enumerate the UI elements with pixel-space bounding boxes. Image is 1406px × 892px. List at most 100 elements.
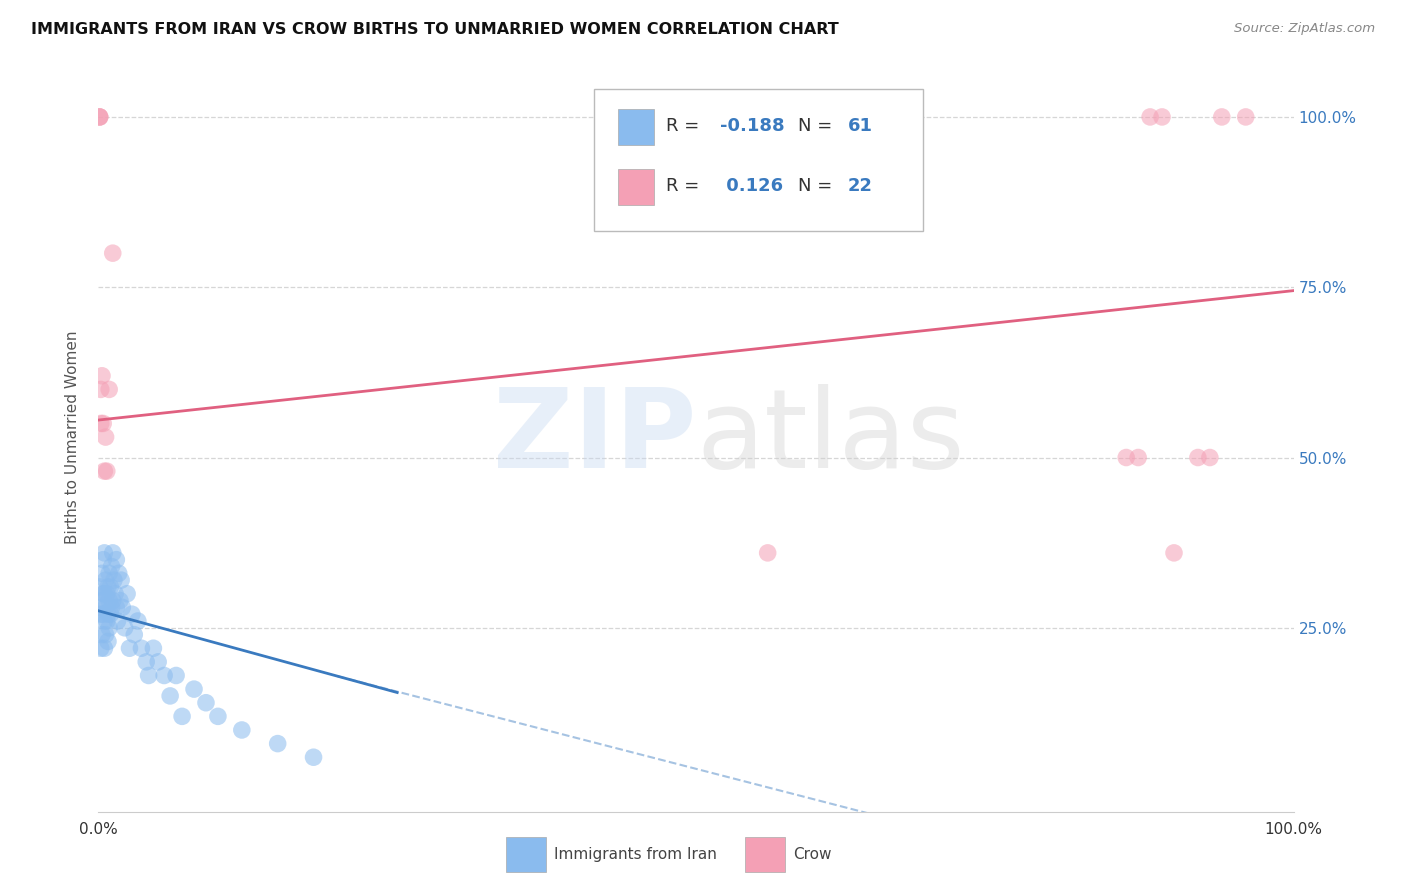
Point (101, 593, 124, 607)
Point (138, 668, 160, 682)
Point (90, 417, 112, 431)
Point (1234, 110, 1257, 124)
Text: ZIP: ZIP (492, 384, 696, 491)
Point (89, 110, 111, 124)
Point (135, 655, 157, 669)
Text: 0.126: 0.126 (720, 178, 783, 195)
Point (756, 546, 779, 560)
Text: N =: N = (797, 178, 838, 195)
Point (89, 110, 111, 124)
Point (93, 641, 115, 656)
Bar (619, 169, 654, 205)
Point (89, 600, 111, 615)
Point (91, 607, 114, 622)
Text: R =: R = (666, 117, 704, 135)
Text: 22: 22 (848, 178, 873, 195)
Point (231, 723, 253, 737)
Point (94, 430, 117, 444)
Text: atlas: atlas (696, 384, 965, 491)
Text: N =: N = (797, 117, 838, 135)
Point (96, 587, 118, 601)
Point (131, 641, 153, 656)
Point (207, 709, 229, 723)
Point (1211, 110, 1233, 124)
Point (98, 621, 121, 635)
Point (98, 580, 122, 594)
Point (1152, 110, 1174, 124)
Point (153, 668, 176, 682)
Point (1128, 450, 1150, 465)
Text: Immigrants from Iran: Immigrants from Iran (554, 847, 717, 862)
Point (101, 246, 124, 260)
Point (114, 621, 136, 635)
Point (97, 634, 120, 648)
Point (159, 689, 181, 703)
Point (105, 600, 128, 615)
Point (118, 641, 141, 656)
Point (107, 614, 129, 628)
Bar (619, 109, 654, 145)
Point (90, 607, 112, 622)
Point (107, 566, 129, 581)
Point (302, 750, 325, 764)
Point (104, 587, 127, 601)
Point (1199, 450, 1222, 465)
Point (93, 464, 115, 478)
FancyBboxPatch shape (595, 88, 922, 231)
Point (121, 607, 143, 622)
Text: R =: R = (666, 178, 704, 195)
Point (108, 593, 131, 607)
Point (91, 368, 114, 383)
Point (1163, 546, 1185, 560)
Point (195, 696, 218, 710)
Point (267, 737, 290, 751)
Point (98, 593, 121, 607)
Point (127, 614, 149, 628)
Point (111, 600, 134, 615)
Point (91, 593, 114, 607)
Point (97, 607, 120, 622)
Point (142, 641, 165, 656)
Text: Source: ZipAtlas.com: Source: ZipAtlas.com (1234, 22, 1375, 36)
Point (101, 546, 124, 560)
Text: 61: 61 (848, 117, 873, 135)
Point (91, 587, 114, 601)
Point (165, 668, 187, 682)
Point (100, 559, 122, 574)
Point (89, 110, 111, 124)
Point (98, 607, 122, 622)
Point (94, 573, 117, 587)
Point (96, 464, 118, 478)
Point (124, 627, 146, 641)
Point (93, 587, 115, 601)
Point (183, 682, 205, 697)
Point (172, 709, 194, 723)
Point (93, 614, 115, 628)
Point (1115, 450, 1137, 465)
Y-axis label: Births to Unmarried Women: Births to Unmarried Women (65, 330, 80, 544)
Point (96, 614, 118, 628)
Point (97, 580, 120, 594)
Point (98, 566, 121, 581)
Text: -0.188: -0.188 (720, 117, 785, 135)
Point (89, 580, 111, 594)
Point (105, 552, 128, 566)
Point (115, 587, 138, 601)
Point (91, 417, 114, 431)
Point (98, 383, 121, 397)
Point (91, 627, 114, 641)
Text: IMMIGRANTS FROM IRAN VS CROW BIRTHS TO UNMARRIED WOMEN CORRELATION CHART: IMMIGRANTS FROM IRAN VS CROW BIRTHS TO U… (31, 22, 839, 37)
Point (103, 573, 125, 587)
Point (110, 573, 132, 587)
Point (148, 655, 170, 669)
Point (94, 627, 117, 641)
Point (90, 383, 112, 397)
Point (90, 641, 112, 656)
Point (1139, 110, 1161, 124)
Point (1187, 450, 1209, 465)
Point (91, 552, 114, 566)
Point (91, 566, 114, 581)
Point (93, 546, 115, 560)
Point (100, 600, 122, 615)
Point (94, 600, 117, 615)
